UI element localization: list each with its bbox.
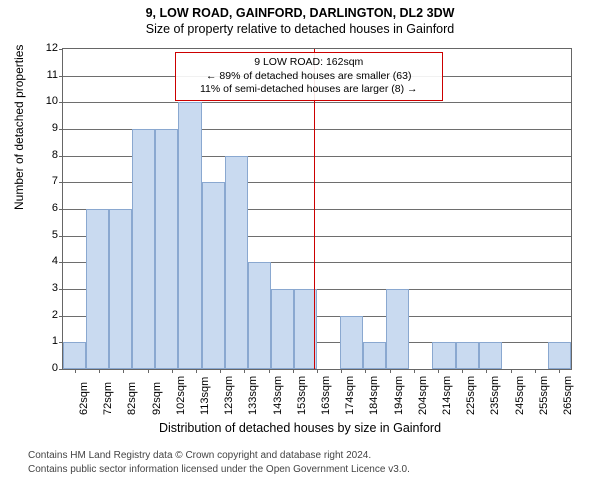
- xtick-label: 214sqm: [441, 376, 453, 415]
- ytick-mark: [59, 182, 63, 183]
- ytick-mark: [59, 316, 63, 317]
- ytick-mark: [59, 76, 63, 77]
- histogram-bar: [432, 342, 455, 369]
- ytick-mark: [59, 49, 63, 50]
- xtick-mark: [269, 369, 270, 373]
- histogram-bar: [248, 262, 271, 369]
- chart-container: 9, LOW ROAD, GAINFORD, DARLINGTON, DL2 3…: [0, 0, 600, 500]
- xtick-mark: [172, 369, 173, 373]
- histogram-bar: [363, 342, 386, 369]
- histogram-bar: [386, 289, 409, 369]
- xtick-label: 62sqm: [78, 382, 90, 415]
- xtick-mark: [559, 369, 560, 373]
- xtick-label: 82sqm: [126, 382, 138, 415]
- annotation-line: 9 LOW ROAD: 162sqm: [182, 56, 436, 70]
- xtick-label: 92sqm: [151, 382, 163, 415]
- histogram-bar: [225, 156, 248, 369]
- xtick-label: 225sqm: [465, 376, 477, 415]
- ytick-label: 0: [38, 362, 58, 374]
- histogram-bar: [155, 129, 178, 369]
- annotation-line: 11% of semi-detached houses are larger (…: [182, 83, 436, 97]
- gridline: [63, 102, 571, 103]
- ytick-label: 9: [38, 122, 58, 134]
- xtick-label: 184sqm: [368, 376, 380, 415]
- xtick-mark: [462, 369, 463, 373]
- annotation-line: ← 89% of detached houses are smaller (63…: [182, 70, 436, 84]
- attribution-line1: Contains HM Land Registry data © Crown c…: [28, 449, 578, 463]
- histogram-bar: [479, 342, 502, 369]
- xtick-label: 255sqm: [538, 376, 550, 415]
- x-axis-label: Distribution of detached houses by size …: [0, 421, 600, 435]
- ytick-mark: [59, 236, 63, 237]
- ytick-label: 10: [38, 95, 58, 107]
- xtick-label: 163sqm: [320, 376, 332, 415]
- xtick-mark: [75, 369, 76, 373]
- ytick-mark: [59, 209, 63, 210]
- ytick-mark: [59, 102, 63, 103]
- xtick-label: 102sqm: [175, 376, 187, 415]
- y-axis-label: Number of detached properties: [12, 45, 26, 210]
- ytick-label: 1: [38, 335, 58, 347]
- plot-area: 9 LOW ROAD: 162sqm← 89% of detached hous…: [62, 48, 572, 370]
- xtick-mark: [99, 369, 100, 373]
- xtick-mark: [486, 369, 487, 373]
- ytick-mark: [59, 129, 63, 130]
- xtick-label: 235sqm: [489, 376, 501, 415]
- histogram-bar: [271, 289, 294, 369]
- annotation-box: 9 LOW ROAD: 162sqm← 89% of detached hous…: [175, 52, 443, 101]
- xtick-mark: [293, 369, 294, 373]
- xtick-label: 133sqm: [247, 376, 259, 415]
- ytick-label: 11: [38, 69, 58, 81]
- xtick-label: 113sqm: [199, 377, 211, 415]
- ytick-mark: [59, 156, 63, 157]
- xtick-mark: [220, 369, 221, 373]
- ytick-label: 3: [38, 282, 58, 294]
- ytick-label: 5: [38, 229, 58, 241]
- histogram-bar: [340, 316, 363, 369]
- xtick-mark: [390, 369, 391, 373]
- title-main: 9, LOW ROAD, GAINFORD, DARLINGTON, DL2 3…: [0, 0, 600, 20]
- ytick-label: 8: [38, 149, 58, 161]
- ytick-label: 2: [38, 309, 58, 321]
- histogram-bar: [86, 209, 109, 369]
- xtick-label: 123sqm: [223, 376, 235, 415]
- ytick-label: 12: [38, 42, 58, 54]
- xtick-mark: [148, 369, 149, 373]
- xtick-label: 265sqm: [562, 376, 574, 415]
- xtick-mark: [341, 369, 342, 373]
- xtick-label: 153sqm: [296, 376, 308, 415]
- xtick-mark: [123, 369, 124, 373]
- title-sub: Size of property relative to detached ho…: [0, 20, 600, 36]
- xtick-label: 245sqm: [514, 376, 526, 415]
- ytick-mark: [59, 289, 63, 290]
- xtick-label: 204sqm: [417, 376, 429, 415]
- xtick-mark: [535, 369, 536, 373]
- histogram-bar: [548, 342, 571, 369]
- attribution-line2: Contains public sector information licen…: [28, 463, 578, 477]
- histogram-bar: [109, 209, 132, 369]
- xtick-mark: [244, 369, 245, 373]
- histogram-bar: [456, 342, 479, 369]
- xtick-mark: [511, 369, 512, 373]
- histogram-bar: [63, 342, 86, 369]
- xtick-label: 143sqm: [272, 376, 284, 415]
- ytick-label: 4: [38, 255, 58, 267]
- xtick-mark: [317, 369, 318, 373]
- xtick-label: 72sqm: [102, 382, 114, 415]
- histogram-bar: [132, 129, 155, 369]
- ytick-label: 7: [38, 175, 58, 187]
- xtick-label: 194sqm: [393, 376, 405, 415]
- xtick-mark: [414, 369, 415, 373]
- histogram-bar: [178, 102, 201, 369]
- xtick-mark: [438, 369, 439, 373]
- xtick-label: 174sqm: [344, 376, 356, 415]
- ytick-label: 6: [38, 202, 58, 214]
- ytick-mark: [59, 262, 63, 263]
- xtick-mark: [365, 369, 366, 373]
- xtick-mark: [196, 369, 197, 373]
- histogram-bar: [202, 182, 225, 369]
- ytick-mark: [59, 369, 63, 370]
